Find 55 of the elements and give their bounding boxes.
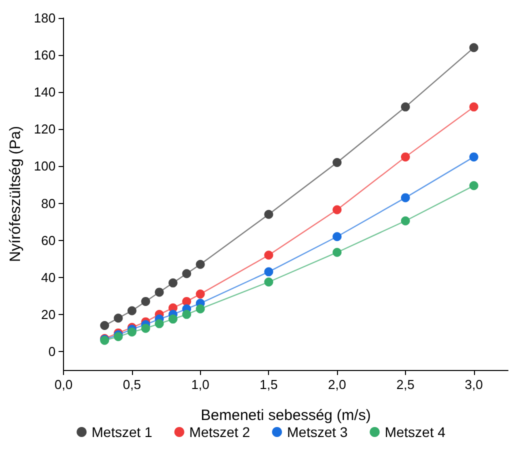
point <box>469 152 478 162</box>
y-tick-label: 20 <box>41 306 56 322</box>
y-axis-title: Nyírófeszültség (Pa) <box>7 126 24 262</box>
point <box>400 102 410 112</box>
y-tick-label: 0 <box>48 344 56 359</box>
y-tick-label: 180 <box>34 10 56 26</box>
y-tick-label: 120 <box>34 122 56 137</box>
x-tick-label: 2,5 <box>396 377 414 392</box>
y-tick-label: 60 <box>41 232 56 248</box>
y-tick-label: 100 <box>34 158 56 174</box>
point <box>168 278 178 288</box>
x-axis-title: Bemeneti sebesség (m/s) <box>200 407 371 424</box>
point <box>332 158 342 168</box>
point <box>332 248 342 257</box>
point <box>168 314 178 324</box>
x-tick-label: 0,5 <box>122 377 141 392</box>
point <box>182 310 192 319</box>
point <box>264 267 274 276</box>
point <box>264 250 274 260</box>
x-tick-label: 1,0 <box>191 377 210 392</box>
point <box>141 324 150 333</box>
point <box>332 232 342 242</box>
point <box>100 321 110 330</box>
point <box>154 319 164 328</box>
point <box>469 102 478 112</box>
point <box>332 205 342 214</box>
x-tick-label: 0,0 <box>54 377 73 392</box>
point <box>264 278 274 286</box>
legend-label: Metszet 2 <box>189 424 250 440</box>
point <box>400 216 410 226</box>
point <box>469 181 478 190</box>
legend-label: Metszet 3 <box>287 424 348 440</box>
y-tick-label: 40 <box>41 270 56 285</box>
point <box>196 290 205 299</box>
x-tick-label: 2,0 <box>328 377 346 392</box>
point <box>400 152 410 162</box>
y-tick-label: 80 <box>41 196 56 211</box>
point <box>469 43 478 52</box>
point <box>400 193 410 202</box>
point <box>196 260 205 269</box>
x-tick-label: 1,5 <box>260 377 278 392</box>
point <box>141 296 150 306</box>
y-tick-label: 160 <box>34 48 56 63</box>
point <box>182 269 192 278</box>
point <box>182 296 192 306</box>
point <box>114 314 123 323</box>
point <box>196 304 205 314</box>
legend-label: Metszet 4 <box>384 424 446 440</box>
point <box>127 328 136 337</box>
legend-label: Metszet 1 <box>92 424 153 440</box>
point <box>154 288 164 297</box>
y-tick-label: 140 <box>34 84 56 100</box>
point <box>264 210 274 219</box>
point <box>127 306 136 316</box>
x-tick-label: 3,0 <box>464 377 483 392</box>
